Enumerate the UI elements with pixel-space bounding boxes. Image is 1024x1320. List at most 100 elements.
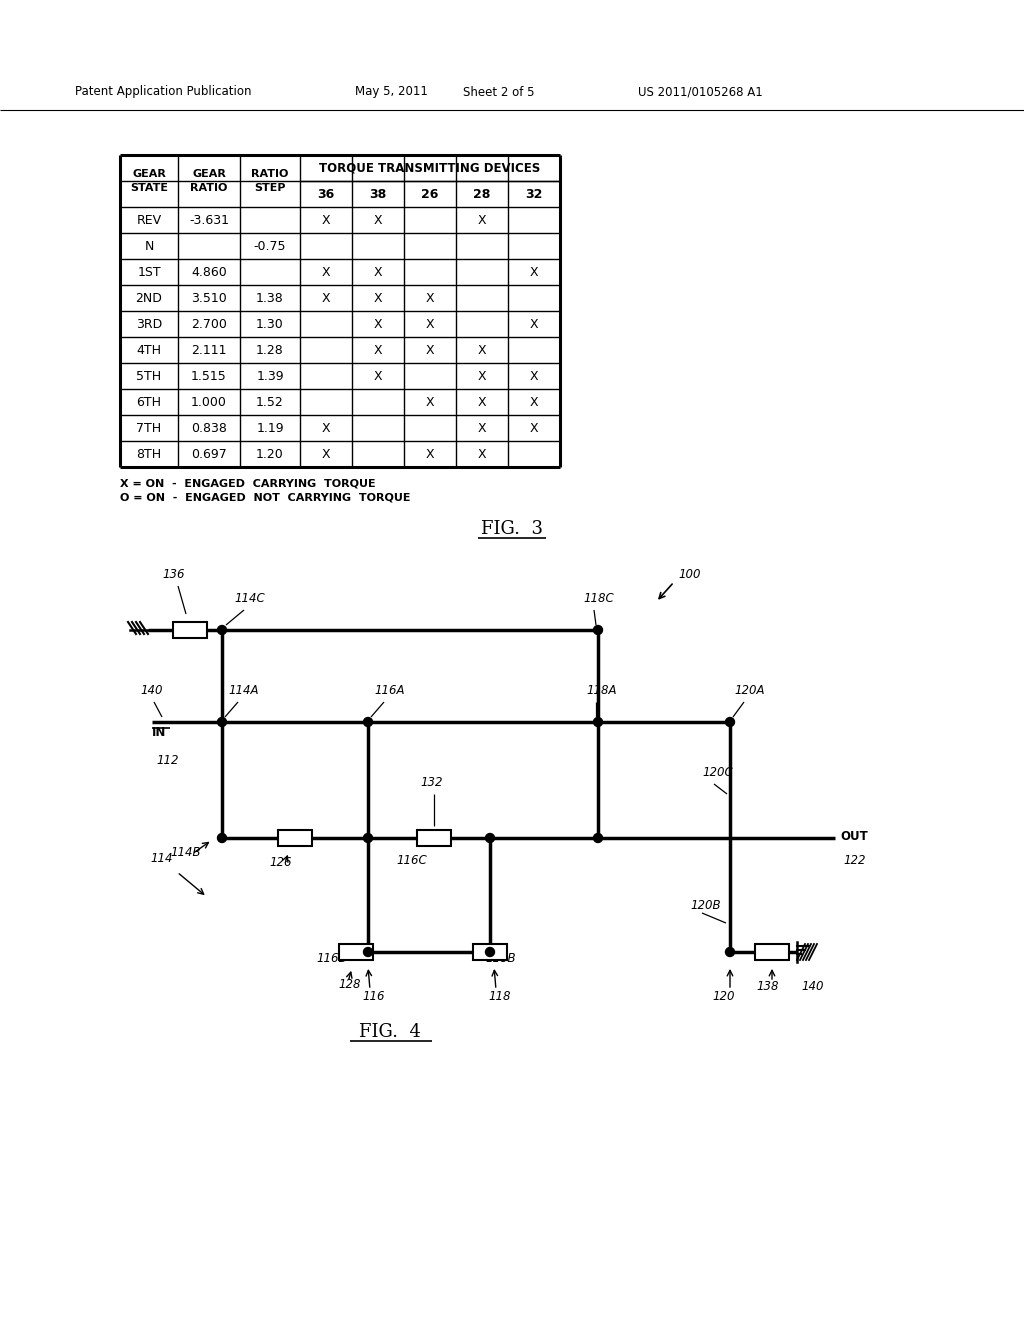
Bar bbox=[473, 944, 507, 960]
Text: X: X bbox=[426, 396, 434, 408]
Text: 0.838: 0.838 bbox=[191, 421, 227, 434]
Bar bbox=[417, 830, 451, 846]
Text: REV: REV bbox=[136, 214, 162, 227]
Text: X: X bbox=[477, 214, 486, 227]
Bar bbox=[755, 944, 790, 960]
Text: OUT: OUT bbox=[840, 830, 867, 843]
Text: 1.38: 1.38 bbox=[256, 292, 284, 305]
Text: 138: 138 bbox=[757, 979, 779, 993]
Text: O = ON  -  ENGAGED  NOT  CARRYING  TORQUE: O = ON - ENGAGED NOT CARRYING TORQUE bbox=[120, 492, 411, 503]
Text: 1.39: 1.39 bbox=[256, 370, 284, 383]
Text: X: X bbox=[529, 370, 539, 383]
Text: 2ND: 2ND bbox=[135, 292, 163, 305]
Text: X: X bbox=[374, 370, 382, 383]
Text: X: X bbox=[529, 421, 539, 434]
Circle shape bbox=[594, 718, 602, 726]
Text: FIG.  4: FIG. 4 bbox=[359, 1023, 421, 1041]
Text: 1.20: 1.20 bbox=[256, 447, 284, 461]
Text: 38: 38 bbox=[370, 187, 387, 201]
Circle shape bbox=[725, 948, 734, 957]
Text: 4.860: 4.860 bbox=[191, 265, 227, 279]
Text: 7TH: 7TH bbox=[136, 421, 162, 434]
Text: 26: 26 bbox=[421, 187, 438, 201]
Text: -3.631: -3.631 bbox=[189, 214, 229, 227]
Text: X: X bbox=[322, 421, 331, 434]
Text: 118B: 118B bbox=[485, 952, 515, 965]
Circle shape bbox=[364, 948, 373, 957]
Text: Patent Application Publication: Patent Application Publication bbox=[75, 86, 252, 99]
Text: 116A: 116A bbox=[374, 684, 404, 697]
Bar bbox=[173, 622, 207, 638]
Circle shape bbox=[217, 718, 226, 726]
Text: X: X bbox=[374, 318, 382, 330]
Text: X: X bbox=[374, 214, 382, 227]
Text: 120: 120 bbox=[713, 990, 735, 1003]
Text: 36: 36 bbox=[317, 187, 335, 201]
Text: X: X bbox=[529, 265, 539, 279]
Circle shape bbox=[594, 626, 602, 635]
Text: US 2011/0105268 A1: US 2011/0105268 A1 bbox=[638, 86, 763, 99]
Text: 118C: 118C bbox=[583, 591, 613, 605]
Text: 114C: 114C bbox=[234, 591, 265, 605]
Text: X: X bbox=[374, 343, 382, 356]
Text: 116B: 116B bbox=[316, 952, 346, 965]
Text: X: X bbox=[426, 343, 434, 356]
Text: 1.19: 1.19 bbox=[256, 421, 284, 434]
Text: 116C: 116C bbox=[396, 854, 427, 867]
Text: -0.75: -0.75 bbox=[254, 239, 287, 252]
Text: TORQUE TRANSMITTING DEVICES: TORQUE TRANSMITTING DEVICES bbox=[319, 161, 541, 174]
Text: 28: 28 bbox=[473, 187, 490, 201]
Text: X: X bbox=[374, 292, 382, 305]
Bar bbox=[278, 830, 312, 846]
Text: 100: 100 bbox=[678, 568, 700, 581]
Circle shape bbox=[217, 833, 226, 842]
Bar bbox=[339, 944, 373, 960]
Text: 132: 132 bbox=[421, 776, 443, 789]
Text: 6TH: 6TH bbox=[136, 396, 162, 408]
Text: X: X bbox=[529, 396, 539, 408]
Text: 114A: 114A bbox=[228, 684, 258, 697]
Text: X = ON  -  ENGAGED  CARRYING  TORQUE: X = ON - ENGAGED CARRYING TORQUE bbox=[120, 478, 376, 488]
Text: GEAR
STATE: GEAR STATE bbox=[130, 169, 168, 193]
Text: 1.52: 1.52 bbox=[256, 396, 284, 408]
Text: 114: 114 bbox=[150, 851, 172, 865]
Text: 114B: 114B bbox=[170, 846, 201, 859]
Text: IN: IN bbox=[152, 726, 166, 739]
Circle shape bbox=[725, 718, 734, 726]
Circle shape bbox=[485, 833, 495, 842]
Text: 120C: 120C bbox=[702, 766, 733, 779]
Text: 136: 136 bbox=[162, 568, 184, 581]
Text: 3.510: 3.510 bbox=[191, 292, 227, 305]
Text: 128: 128 bbox=[339, 978, 361, 991]
Circle shape bbox=[364, 718, 373, 726]
Text: 118A: 118A bbox=[586, 684, 616, 697]
Text: X: X bbox=[426, 447, 434, 461]
Text: RATIO
STEP: RATIO STEP bbox=[251, 169, 289, 193]
Circle shape bbox=[594, 833, 602, 842]
Text: X: X bbox=[477, 396, 486, 408]
Text: 1ST: 1ST bbox=[137, 265, 161, 279]
Text: X: X bbox=[426, 318, 434, 330]
Text: 2.700: 2.700 bbox=[191, 318, 227, 330]
Text: X: X bbox=[477, 421, 486, 434]
Text: 120B: 120B bbox=[690, 899, 721, 912]
Circle shape bbox=[364, 833, 373, 842]
Text: 2.111: 2.111 bbox=[191, 343, 226, 356]
Text: 1.30: 1.30 bbox=[256, 318, 284, 330]
Text: 126: 126 bbox=[269, 855, 292, 869]
Text: 122: 122 bbox=[843, 854, 865, 867]
Text: 1.28: 1.28 bbox=[256, 343, 284, 356]
Text: 1.000: 1.000 bbox=[191, 396, 227, 408]
Text: 4TH: 4TH bbox=[136, 343, 162, 356]
Text: N: N bbox=[144, 239, 154, 252]
Text: 1.515: 1.515 bbox=[191, 370, 227, 383]
Text: 32: 32 bbox=[525, 187, 543, 201]
Circle shape bbox=[485, 948, 495, 957]
Text: X: X bbox=[322, 447, 331, 461]
Text: 5TH: 5TH bbox=[136, 370, 162, 383]
Circle shape bbox=[217, 626, 226, 635]
Text: X: X bbox=[322, 214, 331, 227]
Text: 8TH: 8TH bbox=[136, 447, 162, 461]
Text: 120A: 120A bbox=[734, 684, 765, 697]
Text: X: X bbox=[529, 318, 539, 330]
